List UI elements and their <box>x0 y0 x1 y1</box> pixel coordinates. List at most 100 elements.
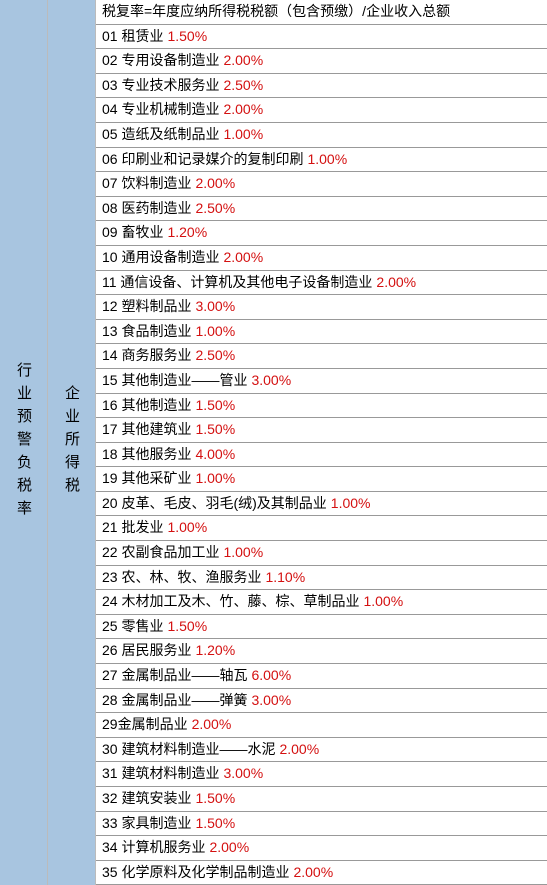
table-row: 23 农、林、牧、渔服务业1.10% <box>96 566 547 591</box>
table-row: 27 金属制品业——轴瓦6.00% <box>96 664 547 689</box>
table-row: 22 农副食品加工业1.00% <box>96 541 547 566</box>
table-row: 30 建筑材料制造业——水泥2.00% <box>96 738 547 763</box>
industry-name: 35 化学原料及化学制品制造业 <box>102 863 289 883</box>
table-row: 10 通用设备制造业2.00% <box>96 246 547 271</box>
table-row: 16 其他制造业1.50% <box>96 394 547 419</box>
industry-name: 03 专业技术服务业 <box>102 76 219 96</box>
tax-rate: 1.20% <box>195 641 235 661</box>
table-row: 34 计算机服务业2.00% <box>96 836 547 861</box>
industry-name: 10 通用设备制造业 <box>102 248 219 268</box>
industry-name: 22 农副食品加工业 <box>102 543 219 563</box>
table-row: 03 专业技术服务业2.50% <box>96 74 547 99</box>
table-row: 14 商务服务业2.50% <box>96 344 547 369</box>
tax-rate: 4.00% <box>195 445 235 465</box>
tax-rate: 2.00% <box>195 174 235 194</box>
tax-rate: 3.00% <box>251 691 291 711</box>
table-row: 02 专用设备制造业2.00% <box>96 49 547 74</box>
sidebar-category-1: 行业预警负税率 <box>0 0 48 885</box>
table-row: 20 皮革、毛皮、羽毛(绒)及其制品业1.00% <box>96 492 547 517</box>
table-row: 24 木材加工及木、竹、藤、棕、草制品业1.00% <box>96 590 547 615</box>
table-row: 26 居民服务业1.20% <box>96 639 547 664</box>
industry-name: 24 木材加工及木、竹、藤、棕、草制品业 <box>102 592 359 612</box>
tax-rate: 3.00% <box>223 764 263 784</box>
table-row: 28 金属制品业——弹簧3.00% <box>96 689 547 714</box>
tax-rate: 2.50% <box>195 199 235 219</box>
tax-rate: 3.00% <box>251 371 291 391</box>
tax-rate: 1.50% <box>195 814 235 834</box>
industry-name: 32 建筑安装业 <box>102 789 191 809</box>
industry-name: 07 饮料制造业 <box>102 174 191 194</box>
tax-rate: 1.00% <box>223 125 263 145</box>
table-row: 08 医药制造业2.50% <box>96 197 547 222</box>
table-row: 33 家具制造业1.50% <box>96 812 547 837</box>
tax-rate: 1.00% <box>363 592 403 612</box>
table-row: 15 其他制造业——管业3.00% <box>96 369 547 394</box>
tax-rate: 2.00% <box>279 740 319 760</box>
table-row: 12 塑料制品业3.00% <box>96 295 547 320</box>
sidebar-label-1: 行业预警负税率 <box>13 362 34 523</box>
industry-name: 34 计算机服务业 <box>102 838 205 858</box>
table-row: 09 畜牧业1.20% <box>96 221 547 246</box>
table-row: 17 其他建筑业1.50% <box>96 418 547 443</box>
industry-name: 15 其他制造业——管业 <box>102 371 247 391</box>
table-row: 19 其他采矿业1.00% <box>96 467 547 492</box>
table-row: 01 租赁业1.50% <box>96 25 547 50</box>
table-row: 13 食品制造业1.00% <box>96 320 547 345</box>
table-row: 31 建筑材料制造业3.00% <box>96 762 547 787</box>
table-row: 35 化学原料及化学制品制造业2.00% <box>96 861 547 885</box>
table-row: 18 其他服务业4.00% <box>96 443 547 468</box>
tax-rate: 6.00% <box>251 666 291 686</box>
tax-rate: 2.00% <box>223 248 263 268</box>
table-row: 04 专业机械制造业2.00% <box>96 98 547 123</box>
table-row: 11 通信设备、计算机及其他电子设备制造业2.00% <box>96 271 547 296</box>
tax-rate: 3.00% <box>195 297 235 317</box>
table-row: 05 造纸及纸制品业1.00% <box>96 123 547 148</box>
industry-name: 29金属制品业 <box>102 715 188 735</box>
tax-rate: 1.50% <box>195 396 235 416</box>
tax-rate: 1.00% <box>167 518 207 538</box>
industry-name: 28 金属制品业——弹簧 <box>102 691 247 711</box>
table-row: 07 饮料制造业2.00% <box>96 172 547 197</box>
tax-rate: 2.00% <box>223 51 263 71</box>
tax-rate: 1.00% <box>331 494 371 514</box>
table-container: 行业预警负税率 企业所得税 税复率=年度应纳所得税税额（包含预缴）/企业收入总额… <box>0 0 547 885</box>
industry-name: 01 租赁业 <box>102 27 163 47</box>
industry-name: 30 建筑材料制造业——水泥 <box>102 740 275 760</box>
tax-rate: 2.00% <box>376 273 416 293</box>
tax-rate: 1.00% <box>195 322 235 342</box>
tax-rate: 2.00% <box>209 838 249 858</box>
tax-rate: 2.00% <box>223 100 263 120</box>
industry-name: 09 畜牧业 <box>102 223 163 243</box>
industry-name: 21 批发业 <box>102 518 163 538</box>
table-content: 税复率=年度应纳所得税税额（包含预缴）/企业收入总额 01 租赁业1.50%02… <box>96 0 547 885</box>
industry-name: 05 造纸及纸制品业 <box>102 125 219 145</box>
industry-name: 02 专用设备制造业 <box>102 51 219 71</box>
formula-row: 税复率=年度应纳所得税税额（包含预缴）/企业收入总额 <box>96 0 547 25</box>
industry-name: 08 医药制造业 <box>102 199 191 219</box>
industry-name: 12 塑料制品业 <box>102 297 191 317</box>
table-row: 32 建筑安装业1.50% <box>96 787 547 812</box>
tax-rate: 1.00% <box>195 469 235 489</box>
tax-rate: 1.10% <box>265 568 305 588</box>
tax-rate: 1.50% <box>167 27 207 47</box>
industry-name: 14 商务服务业 <box>102 346 191 366</box>
industry-name: 27 金属制品业——轴瓦 <box>102 666 247 686</box>
industry-name: 04 专业机械制造业 <box>102 100 219 120</box>
tax-rate: 2.00% <box>293 863 333 883</box>
industry-name: 19 其他采矿业 <box>102 469 191 489</box>
table-row: 06 印刷业和记录媒介的复制印刷1.00% <box>96 148 547 173</box>
industry-name: 13 食品制造业 <box>102 322 191 342</box>
tax-rate: 1.00% <box>307 150 347 170</box>
tax-rate: 2.50% <box>195 346 235 366</box>
industry-name: 11 通信设备、计算机及其他电子设备制造业 <box>102 273 372 293</box>
tax-rate: 2.50% <box>223 76 263 96</box>
sidebar-category-2: 企业所得税 <box>48 0 96 885</box>
industry-name: 18 其他服务业 <box>102 445 191 465</box>
table-row: 21 批发业1.00% <box>96 516 547 541</box>
industry-name: 20 皮革、毛皮、羽毛(绒)及其制品业 <box>102 494 327 514</box>
industry-name: 23 农、林、牧、渔服务业 <box>102 568 261 588</box>
formula-text: 税复率=年度应纳所得税税额（包含预缴）/企业收入总额 <box>102 2 450 22</box>
industry-name: 17 其他建筑业 <box>102 420 191 440</box>
industry-name: 26 居民服务业 <box>102 641 191 661</box>
tax-rate: 1.00% <box>223 543 263 563</box>
